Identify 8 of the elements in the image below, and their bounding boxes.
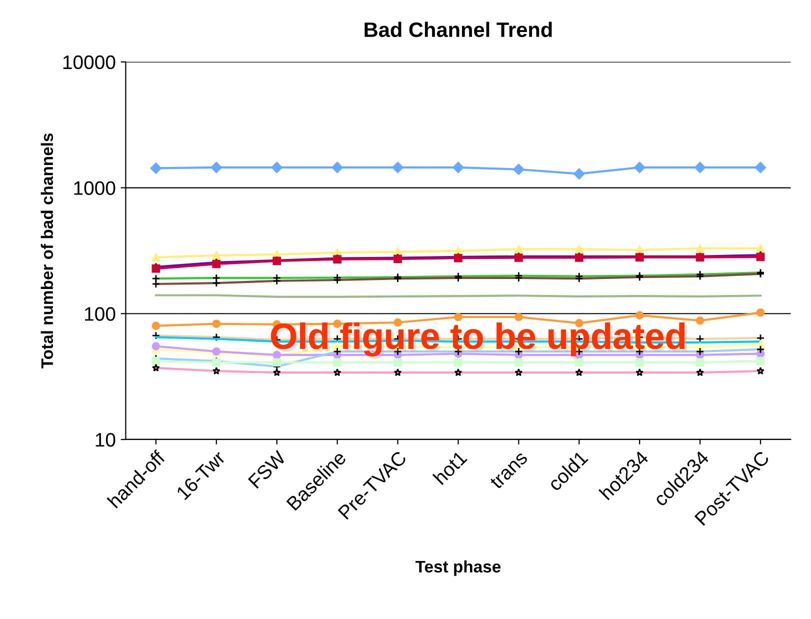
y-tick-label: 10000 xyxy=(63,55,116,70)
y-tick-label: 1000 xyxy=(74,181,116,195)
x-tick-label: hot1 xyxy=(432,450,468,486)
y-tick-label: 10 xyxy=(96,432,116,447)
y-axis-title: Total number of bad channels xyxy=(40,133,54,368)
x-axis-title: Test phase xyxy=(415,560,501,576)
chart-title: Bad Channel Trend xyxy=(364,22,552,38)
y-tick-label: 100 xyxy=(85,307,116,321)
